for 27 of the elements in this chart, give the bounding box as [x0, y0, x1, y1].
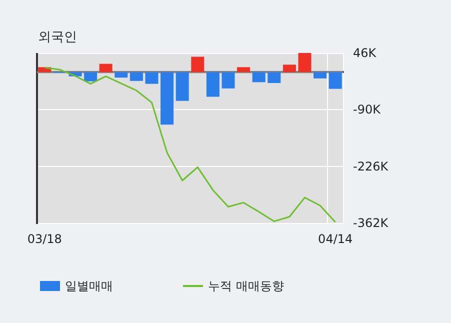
y-tick-label: 46K [353, 46, 378, 60]
x-tick-label: 03/18 [27, 232, 62, 246]
chart-title: 외국인 [38, 30, 77, 45]
bar [282, 64, 296, 72]
bar [176, 72, 189, 101]
bar [298, 53, 312, 72]
line-series [44, 66, 336, 223]
y-tick-label: -362K [353, 216, 390, 230]
bar [237, 67, 250, 72]
bar [160, 72, 174, 125]
bar [114, 72, 128, 78]
bar [191, 56, 204, 72]
y-tick-label: -226K [353, 159, 390, 174]
legend-label: 일별매매 [65, 279, 113, 293]
bar [314, 72, 327, 78]
y-tick-label: -90K [353, 102, 382, 117]
bar [222, 72, 235, 88]
bar [99, 64, 112, 72]
bar [130, 72, 143, 81]
bar [206, 72, 220, 97]
bar [268, 72, 281, 83]
bar [252, 72, 266, 82]
bar [328, 72, 342, 89]
bar [145, 72, 158, 84]
bar [84, 72, 98, 82]
x-tick-label: 04/14 [318, 232, 353, 246]
legend-label: 누적 매매동향 [208, 279, 284, 293]
